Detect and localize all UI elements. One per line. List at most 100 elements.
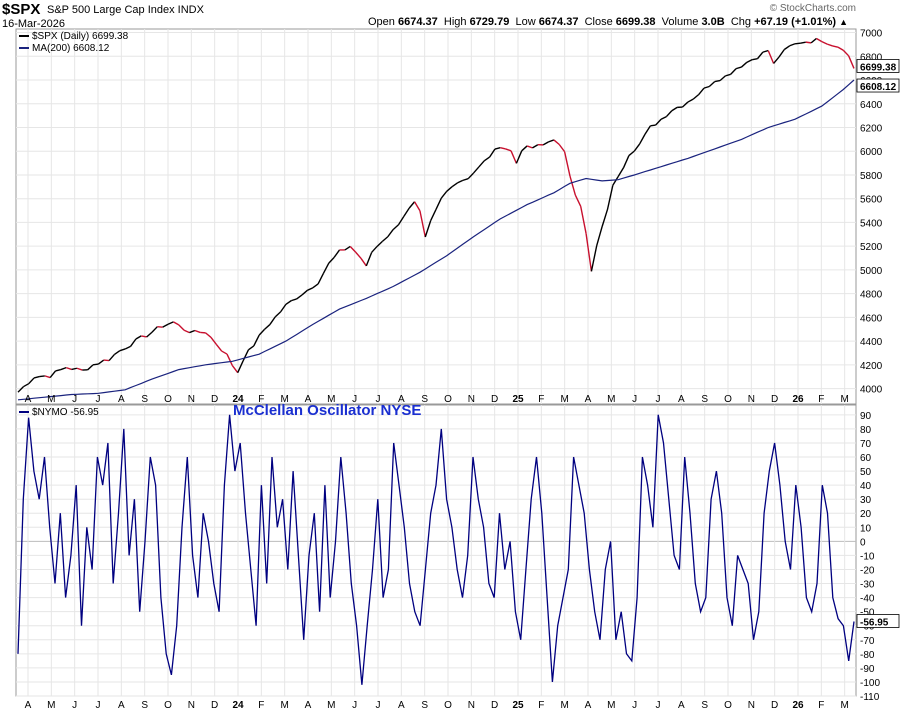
spx-segment xyxy=(730,68,737,75)
spx-segment xyxy=(462,178,469,182)
price-x-tick-label: F xyxy=(818,394,824,405)
price-x-tick-label: M xyxy=(280,394,288,405)
osc-tick-label: -10 xyxy=(860,551,875,562)
osc-x-tick-label: S xyxy=(701,700,708,711)
price-tick-label: 4800 xyxy=(860,290,883,301)
spx-segment xyxy=(692,94,700,100)
spx-segment xyxy=(301,289,308,296)
spx-segment xyxy=(847,55,855,69)
price-tick-label: 4600 xyxy=(860,313,883,324)
brand-label[interactable]: © StockCharts.com xyxy=(769,3,856,14)
price-series xyxy=(17,37,855,401)
spx-segment xyxy=(698,87,705,96)
osc-tick-label: -50 xyxy=(860,608,875,619)
osc-tick-label: 20 xyxy=(860,509,872,520)
ohlc-readout: Open 6674.37 High 6729.79 Low 6674.37 Cl… xyxy=(368,16,848,28)
spx-segment xyxy=(725,73,731,77)
price-tick-label: 4400 xyxy=(860,337,883,348)
price-x-tick-label: 25 xyxy=(512,394,524,405)
open-value: 6674.37 xyxy=(397,16,438,28)
spx-segment xyxy=(151,326,158,333)
osc-x-tick-label: M xyxy=(47,700,55,711)
spx-segment xyxy=(794,42,801,45)
price-x-tick-label: M xyxy=(607,394,615,405)
spx-segment xyxy=(183,329,190,334)
open-label: Open xyxy=(368,16,395,28)
spx-segment xyxy=(451,182,458,188)
price-tick-label: 5200 xyxy=(860,242,883,253)
osc-tick-label: -90 xyxy=(860,664,875,675)
legend-nymo-swatch xyxy=(19,411,29,414)
spx-segment xyxy=(563,151,571,177)
spx-segment xyxy=(274,311,282,318)
osc-tick-label: -100 xyxy=(860,678,880,689)
spx-segment xyxy=(778,49,785,58)
osc-x-tick-label: O xyxy=(164,700,172,711)
osc-x-tick-label: J xyxy=(656,700,661,711)
spx-segment xyxy=(510,150,518,164)
osc-tick-label: 40 xyxy=(860,481,872,492)
price-x-tick-label: J xyxy=(656,394,661,405)
spx-segment xyxy=(381,236,389,242)
spx-segment xyxy=(467,172,475,180)
spx-segment xyxy=(221,350,228,355)
spx-segment xyxy=(714,79,721,83)
spx-segment xyxy=(494,146,501,150)
price-x-tick-label: M xyxy=(840,394,848,405)
osc-tick-label: 80 xyxy=(860,425,872,436)
spx-segment xyxy=(333,249,341,258)
spx-segment xyxy=(569,175,577,196)
price-tick-label: 4000 xyxy=(860,385,883,396)
oscillator-panel xyxy=(15,404,857,697)
spx-segment xyxy=(392,224,399,231)
osc-tick-label: 50 xyxy=(860,467,872,478)
spx-segment xyxy=(767,50,775,64)
legend-nymo: $NYMO -56.95 xyxy=(19,407,99,418)
spx-segment xyxy=(317,272,325,285)
spx-segment xyxy=(231,365,239,374)
osc-x-tick-label: N xyxy=(188,700,195,711)
spx-segment xyxy=(49,370,57,378)
spx-segment xyxy=(542,141,549,146)
price-tick-label: 7000 xyxy=(860,29,883,40)
spx-segment xyxy=(472,166,480,174)
osc-tick-label: -20 xyxy=(860,565,875,576)
price-x-tick-label: M xyxy=(47,394,55,405)
spx-segment xyxy=(114,350,121,356)
spx-segment xyxy=(842,49,850,57)
spx-segment xyxy=(606,185,614,210)
spx-segment xyxy=(376,240,383,247)
spx-segment xyxy=(39,375,45,378)
spx-segment xyxy=(124,345,131,350)
spx-segment xyxy=(837,46,844,51)
spx-segment xyxy=(660,115,667,120)
price-panel xyxy=(15,28,857,405)
osc-x-tick-label: F xyxy=(818,700,824,711)
spx-segment xyxy=(752,57,758,61)
spx-segment xyxy=(242,349,250,362)
spx-segment xyxy=(17,386,24,393)
spx-segment xyxy=(489,148,496,158)
price-x-tick-label: A xyxy=(118,394,125,405)
osc-x-tick-label: A xyxy=(398,700,405,711)
spx-segment xyxy=(162,323,169,328)
spx-segment xyxy=(403,207,410,217)
spx-segment xyxy=(344,245,351,251)
spx-segment xyxy=(435,197,442,210)
chg-value: +67.19 (+1.01%) xyxy=(754,16,837,28)
spx-segment xyxy=(810,37,817,44)
osc-tick-label: -110 xyxy=(860,692,880,703)
spx-segment xyxy=(708,81,716,88)
osc-tick-label: 30 xyxy=(860,495,872,506)
last-ma-label-text: 6608.12 xyxy=(860,82,897,93)
spx-segment xyxy=(628,150,635,157)
osc-tick-label: -70 xyxy=(860,636,875,647)
spx-segment xyxy=(408,201,416,209)
spx-segment xyxy=(307,287,314,291)
legend-ma-swatch xyxy=(19,47,29,50)
osc-x-tick-label: F xyxy=(258,700,264,711)
spx-segment xyxy=(365,252,373,267)
price-tick-label: 6800 xyxy=(860,52,883,63)
spx-segment xyxy=(194,329,201,334)
osc-x-tick-label: M xyxy=(280,700,288,711)
